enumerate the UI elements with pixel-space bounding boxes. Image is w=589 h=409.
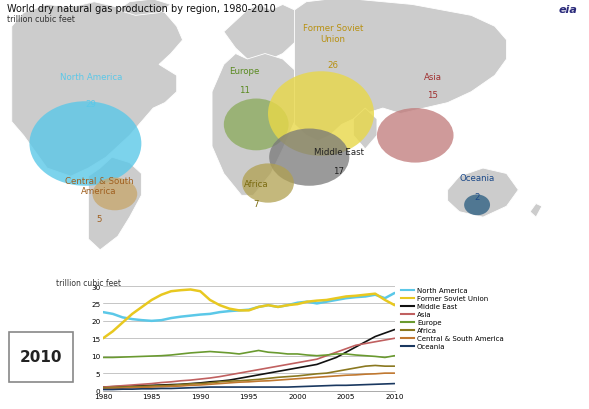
Text: 11: 11 [239,85,250,94]
Text: Europe: Europe [229,67,260,76]
Ellipse shape [464,195,490,216]
Text: eia: eia [558,5,577,16]
Polygon shape [12,3,183,177]
Text: Former Soviet
Union: Former Soviet Union [303,24,363,43]
Ellipse shape [29,102,141,187]
FancyBboxPatch shape [9,332,73,382]
Polygon shape [88,158,141,250]
Text: Oceania: Oceania [459,174,495,183]
Legend: North America, Former Soviet Union, Middle East, Asia, Europe, Africa, Central &: North America, Former Soviet Union, Midd… [401,288,504,349]
Text: 15: 15 [428,91,438,100]
Ellipse shape [92,178,137,211]
Text: 29: 29 [86,99,97,108]
Text: 5: 5 [96,215,102,224]
Polygon shape [353,109,377,150]
Ellipse shape [269,129,349,187]
Text: Middle East: Middle East [314,147,363,156]
Polygon shape [224,5,306,65]
Polygon shape [212,54,294,196]
Text: Asia: Asia [424,73,442,82]
Text: Central & South
America: Central & South America [65,176,133,196]
Polygon shape [118,0,171,16]
Text: trillion cubic feet: trillion cubic feet [57,278,121,287]
Text: North America: North America [60,73,123,82]
Text: Africa: Africa [244,180,269,189]
Ellipse shape [377,109,454,163]
Text: 26: 26 [327,61,338,70]
Text: World dry natural gas production by region, 1980-2010: World dry natural gas production by regi… [7,4,276,14]
Polygon shape [530,204,542,218]
Polygon shape [448,169,518,218]
Text: 7: 7 [253,199,259,208]
Text: trillion cubic feet: trillion cubic feet [7,15,75,24]
Ellipse shape [268,72,374,156]
Polygon shape [294,0,507,142]
Text: 2010: 2010 [19,349,62,364]
Text: 2: 2 [474,193,480,202]
Ellipse shape [242,164,294,203]
Ellipse shape [224,99,289,151]
Text: 17: 17 [333,166,344,175]
